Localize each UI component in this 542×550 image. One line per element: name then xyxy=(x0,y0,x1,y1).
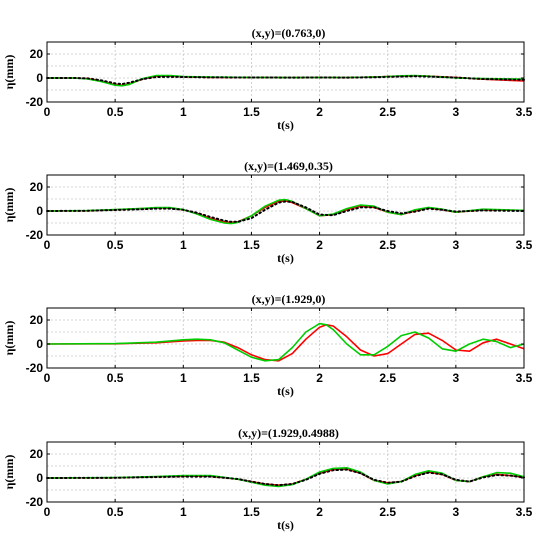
axes-frame xyxy=(46,41,525,103)
x-tick-label: 1.5 xyxy=(243,371,260,385)
y-tick-label: 20 xyxy=(30,47,44,61)
x-tick-label: 0.5 xyxy=(107,105,124,119)
x-tick-label: 3.5 xyxy=(516,371,533,385)
x-axis-label: t(s) xyxy=(277,118,294,132)
x-tick-label: 2 xyxy=(316,371,323,385)
x-tick-label: 0 xyxy=(44,505,51,519)
axes-frame xyxy=(46,307,525,369)
y-axis-label: η(mm) xyxy=(2,55,16,90)
x-tick-label: 2 xyxy=(316,238,323,252)
y-tick-label: -20 xyxy=(26,495,44,509)
x-tick-label: 2 xyxy=(316,105,323,119)
y-axis-label: η(mm) xyxy=(2,455,16,490)
x-tick-label: 3 xyxy=(453,105,460,119)
x-tick-label: 1.5 xyxy=(243,105,260,119)
subplot-4: 0 0.5 1 1.5 2 2.5 3 3.5-20020(x,y)=(1.929,0.498… xyxy=(2,426,533,532)
x-tick-label: 3 xyxy=(453,371,460,385)
x-tick-label: 1 xyxy=(180,105,187,119)
axes-frame xyxy=(46,174,525,236)
x-tick-label: 0.5 xyxy=(107,505,124,519)
y-tick-label: 0 xyxy=(36,204,43,218)
series-line-3 xyxy=(46,200,525,223)
y-tick-label: -20 xyxy=(26,228,44,242)
x-axis-label: t(s) xyxy=(277,384,294,398)
plot-area xyxy=(47,175,524,235)
y-tick-label: 0 xyxy=(36,471,43,485)
x-tick-label: 3.5 xyxy=(516,105,533,119)
series-line-2 xyxy=(46,322,525,362)
y-tick-label: -20 xyxy=(26,361,44,375)
x-tick-label: 2.5 xyxy=(379,105,396,119)
y-tick-label: 20 xyxy=(30,447,44,461)
x-tick-label: 1 xyxy=(180,505,187,519)
x-tick-label: 1.5 xyxy=(243,238,260,252)
y-axis-label: η(mm) xyxy=(2,188,16,223)
plot-area xyxy=(47,442,524,502)
series-line-3 xyxy=(46,468,525,487)
subplot-1: 0 0.5 1 1.5 2 2.5 3 3.5-20020(x,y)=(0.763,0)t(s… xyxy=(2,26,533,132)
y-tick-label: 20 xyxy=(30,313,44,327)
x-axis-label: t(s) xyxy=(277,251,294,265)
x-tick-label: 1 xyxy=(180,238,187,252)
x-tick-label: 0.5 xyxy=(107,371,124,385)
x-tick-label: 3.5 xyxy=(516,505,533,519)
x-axis-label: t(s) xyxy=(277,518,294,532)
x-tick-label: 0 xyxy=(44,105,51,119)
subplot-2: 0 0.5 1 1.5 2 2.5 3 3.5-20020(x,y)=(1.469,0.35)… xyxy=(2,159,533,265)
x-tick-label: 2.5 xyxy=(379,371,396,385)
y-axis-label: η(mm) xyxy=(2,321,16,356)
plot-area xyxy=(47,42,524,102)
subplot-title: (x,y)=(1.929,0.4988) xyxy=(238,426,339,440)
x-tick-label: 3.5 xyxy=(516,238,533,252)
x-tick-label: 2.5 xyxy=(379,238,396,252)
subplot-3: 0 0.5 1 1.5 2 2.5 3 3.5-20020(x,y)=(1.929,0)t(s… xyxy=(2,292,533,398)
x-tick-label: 2.5 xyxy=(379,505,396,519)
y-tick-label: 20 xyxy=(30,180,44,194)
y-tick-label: -20 xyxy=(26,95,44,109)
x-tick-label: 1 xyxy=(180,371,187,385)
y-tick-label: 0 xyxy=(36,337,43,351)
series-line-3 xyxy=(46,75,525,85)
subplot-title: (x,y)=(1.469,0.35) xyxy=(244,159,333,173)
x-tick-label: 2 xyxy=(316,505,323,519)
y-tick-label: 0 xyxy=(36,71,43,85)
axes-frame xyxy=(46,441,525,503)
plot-area xyxy=(47,308,524,368)
x-tick-label: 1.5 xyxy=(243,505,260,519)
subplot-title: (x,y)=(1.929,0) xyxy=(252,292,326,306)
x-tick-label: 3 xyxy=(453,505,460,519)
x-tick-label: 0.5 xyxy=(107,238,124,252)
subplot-title: (x,y)=(0.763,0) xyxy=(252,26,326,40)
x-tick-label: 0 xyxy=(44,238,51,252)
x-tick-label: 0 xyxy=(44,371,51,385)
x-tick-label: 3 xyxy=(453,238,460,252)
